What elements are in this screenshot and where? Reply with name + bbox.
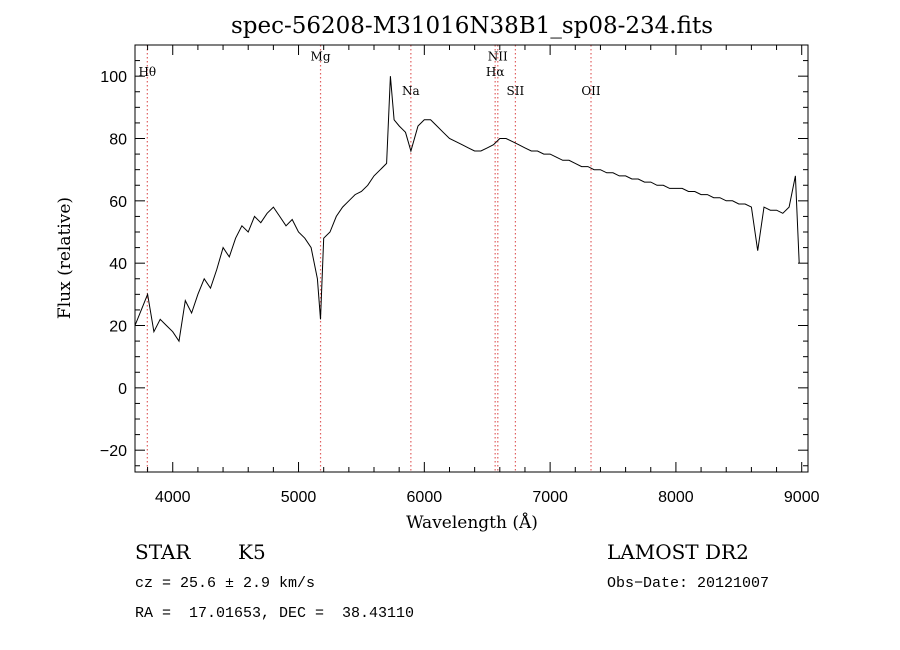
x-axis-label: Wavelength (Å) [406,512,538,533]
obs-date-readout: Obs−Date: 20121007 [607,575,770,592]
survey-label: LAMOST DR2 [607,540,749,564]
y-tick-label-6: 100 [100,69,127,86]
marker-label-6: OII [581,84,601,98]
x-tick-label-2: 6000 [407,489,443,506]
marker-label-3: NII [488,50,508,64]
coordinates-readout: RA = 17.01653, DEC = 38.43110 [135,605,415,622]
marker-label-5: SII [507,84,525,98]
y-tick-label-1: 0 [118,381,127,398]
marker-label-4: Hα [486,65,505,79]
x-tick-label-5: 9000 [784,489,820,506]
x-tick-label-1: 5000 [281,489,317,506]
plot-frame [134,44,809,473]
y-tick-label-5: 80 [109,132,127,149]
y-tick-label-3: 40 [109,256,127,273]
y-tick-label-2: 20 [109,319,127,336]
cz-readout: cz = 25.6 ± 2.9 km/s [135,575,316,592]
subclass-label: K5 [238,540,266,564]
y-tick-label-4: 60 [109,194,127,211]
y-axis-label: Flux (relative) [55,197,75,319]
chart-title: spec-56208-M31016N38B1_sp08-234.fits [231,13,713,39]
object-type-label: STAR [135,540,191,564]
x-tick-label-4: 8000 [658,489,694,506]
marker-label-1: Mg [311,50,331,64]
x-tick-label-3: 7000 [532,489,568,506]
x-tick-label-0: 4000 [155,489,191,506]
marker-label-2: Na [402,84,420,98]
marker-label-0: Hθ [138,65,156,79]
y-tick-label-0: −20 [100,443,127,460]
spectrum-line [134,76,800,343]
